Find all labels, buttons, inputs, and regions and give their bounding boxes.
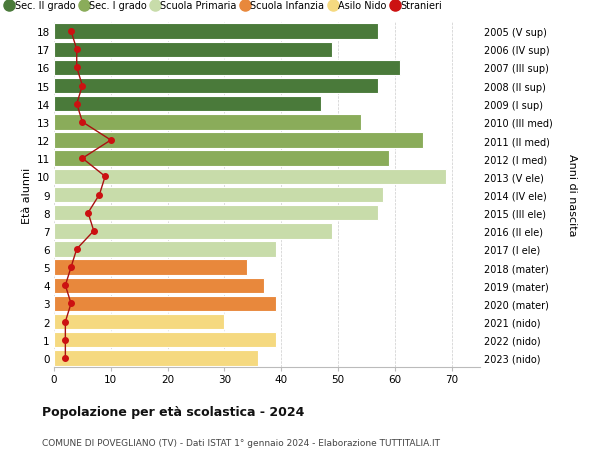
Bar [54, 24, 378, 40]
Text: COMUNE DI POVEGLIANO (TV) - Dati ISTAT 1° gennaio 2024 - Elaborazione TUTTITALIA: COMUNE DI POVEGLIANO (TV) - Dati ISTAT 1… [42, 438, 440, 447]
Bar [54, 242, 275, 257]
Bar [54, 296, 275, 312]
Bar [54, 133, 423, 148]
Y-axis label: Anni di nascita: Anni di nascita [567, 154, 577, 236]
Bar [54, 78, 378, 94]
Bar [54, 61, 400, 76]
Bar [54, 260, 247, 275]
Y-axis label: Età alunni: Età alunni [22, 167, 32, 223]
Bar [54, 314, 224, 330]
Bar [54, 187, 383, 203]
Legend: Sec. II grado, Sec. I grado, Scuola Primaria, Scuola Infanzia, Asilo Nido, Stran: Sec. II grado, Sec. I grado, Scuola Prim… [7, 1, 442, 11]
Bar [54, 224, 332, 239]
Text: Popolazione per età scolastica - 2024: Popolazione per età scolastica - 2024 [42, 405, 304, 419]
Bar [54, 350, 259, 366]
Bar [54, 151, 389, 167]
Bar [54, 115, 361, 130]
Bar [54, 278, 264, 293]
Bar [54, 169, 446, 185]
Bar [54, 97, 321, 112]
Bar [54, 206, 378, 221]
Bar [54, 332, 275, 348]
Bar [54, 42, 332, 58]
